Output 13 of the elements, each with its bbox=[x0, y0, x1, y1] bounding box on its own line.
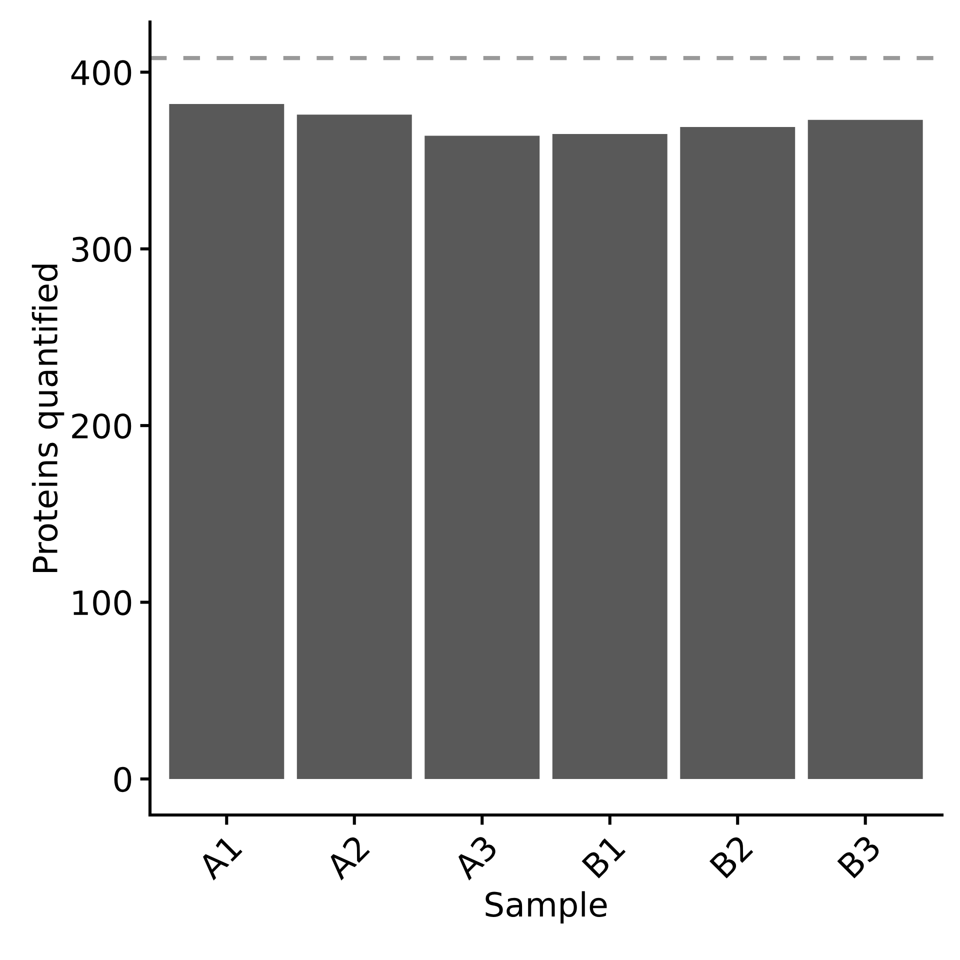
x-tick-label: A1 bbox=[196, 834, 242, 881]
y-tick-label: 0 bbox=[114, 766, 132, 792]
x-tick-label: B2 bbox=[709, 834, 754, 878]
x-tick-label: A3 bbox=[452, 834, 498, 881]
x-axis-title: Sample bbox=[486, 891, 607, 924]
x-tick-label: B1 bbox=[582, 834, 626, 878]
y-axis-title: Proteins quantified bbox=[32, 264, 64, 572]
y-tick-label: 100 bbox=[73, 590, 132, 616]
y-tick-label: 400 bbox=[71, 60, 132, 86]
y-tick-label: 300 bbox=[72, 236, 132, 262]
y-tick-label: 200 bbox=[72, 413, 132, 439]
x-tick-label: A2 bbox=[324, 834, 370, 881]
x-tick-label: B3 bbox=[836, 834, 882, 879]
